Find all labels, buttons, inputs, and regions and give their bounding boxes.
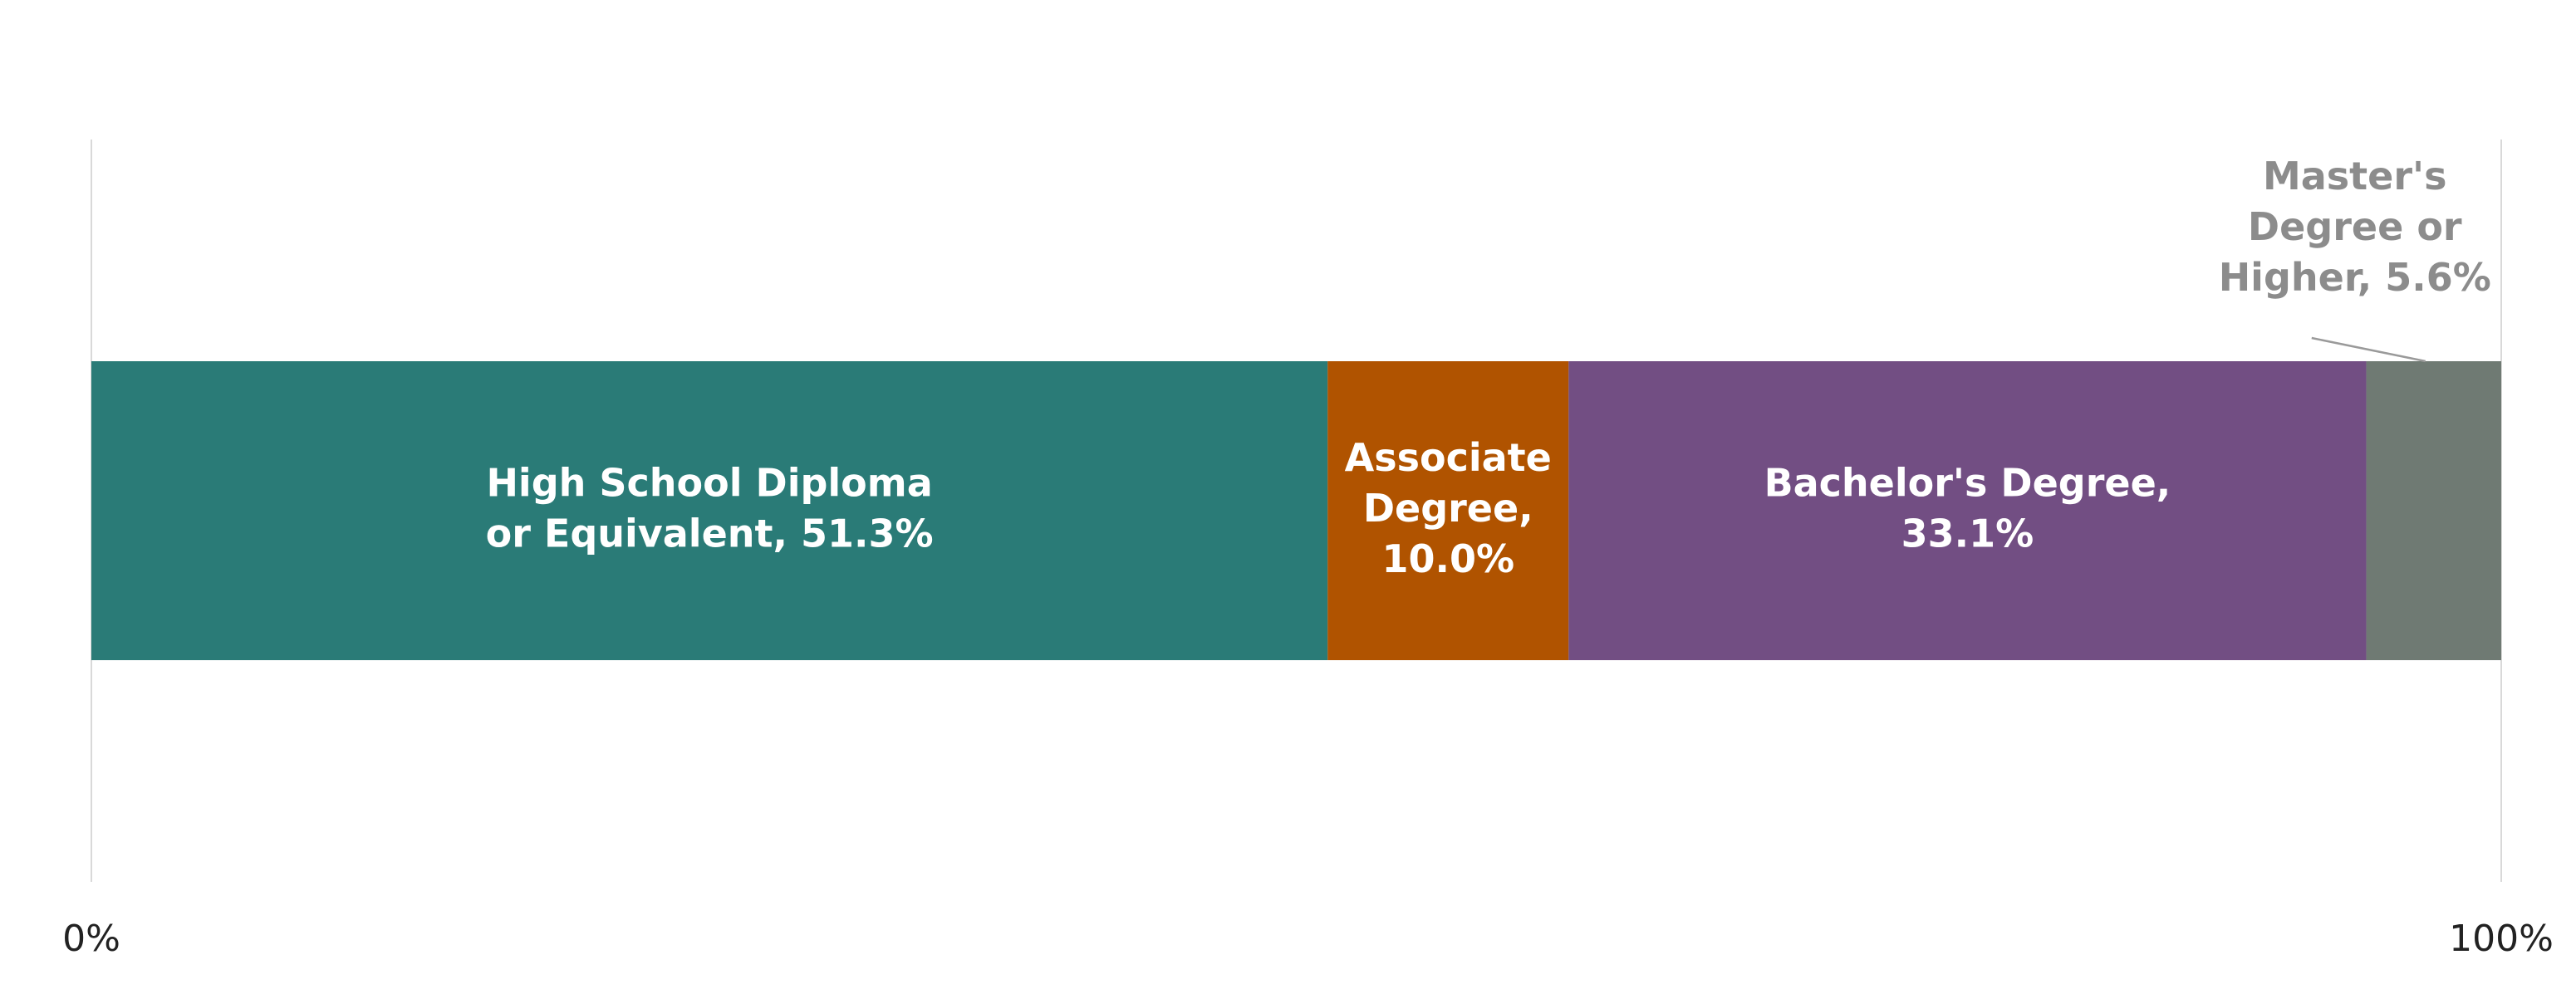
bar-segment-master-s-degree-or-higher bbox=[2366, 361, 2501, 660]
data-label-line: Degree or bbox=[2248, 204, 2462, 249]
bar-segment-bachelor-s-degree bbox=[1568, 361, 2367, 660]
data-label-line: Higher, 5.6% bbox=[2219, 255, 2491, 300]
data-label-line: 10.0% bbox=[1381, 536, 1514, 581]
data-label-line: High School Diploma bbox=[486, 460, 932, 505]
data-label-line: Associate bbox=[1345, 435, 1552, 480]
data-label-line: Bachelor's Degree, bbox=[1764, 460, 2171, 505]
data-label-master-s-degree-or-higher: Master's Degree or Higher, 5.6% bbox=[2219, 154, 2491, 300]
data-label-bachelor-s-degree: Bachelor's Degree, 33.1% bbox=[1764, 460, 2171, 556]
tick-layer: 0% 100% bbox=[62, 918, 2554, 960]
x-tick-label: 100% bbox=[2449, 918, 2554, 960]
bar-segment-associate-degree bbox=[1327, 361, 1569, 660]
leader-line-master-s-degree-or-higher bbox=[2311, 336, 2426, 363]
data-label-associate-degree: Associate Degree, 10.0% bbox=[1345, 435, 1552, 581]
bar-segment-high-school-diploma-or-equivalent bbox=[91, 361, 1328, 660]
x-tick-label: 0% bbox=[62, 918, 120, 960]
data-label-line: Master's bbox=[2263, 154, 2447, 198]
data-label-line: or Equivalent, 51.3% bbox=[486, 511, 934, 556]
data-label-line: Degree, bbox=[1363, 486, 1533, 531]
data-label-line: 33.1% bbox=[1901, 511, 2034, 556]
bar-layer bbox=[91, 361, 2501, 660]
data-label-high-school-diploma-or-equivalent: High School Diploma or Equivalent, 51.3% bbox=[486, 460, 934, 556]
label-layer: High School Diploma or Equivalent, 51.3% A… bbox=[486, 154, 2491, 581]
